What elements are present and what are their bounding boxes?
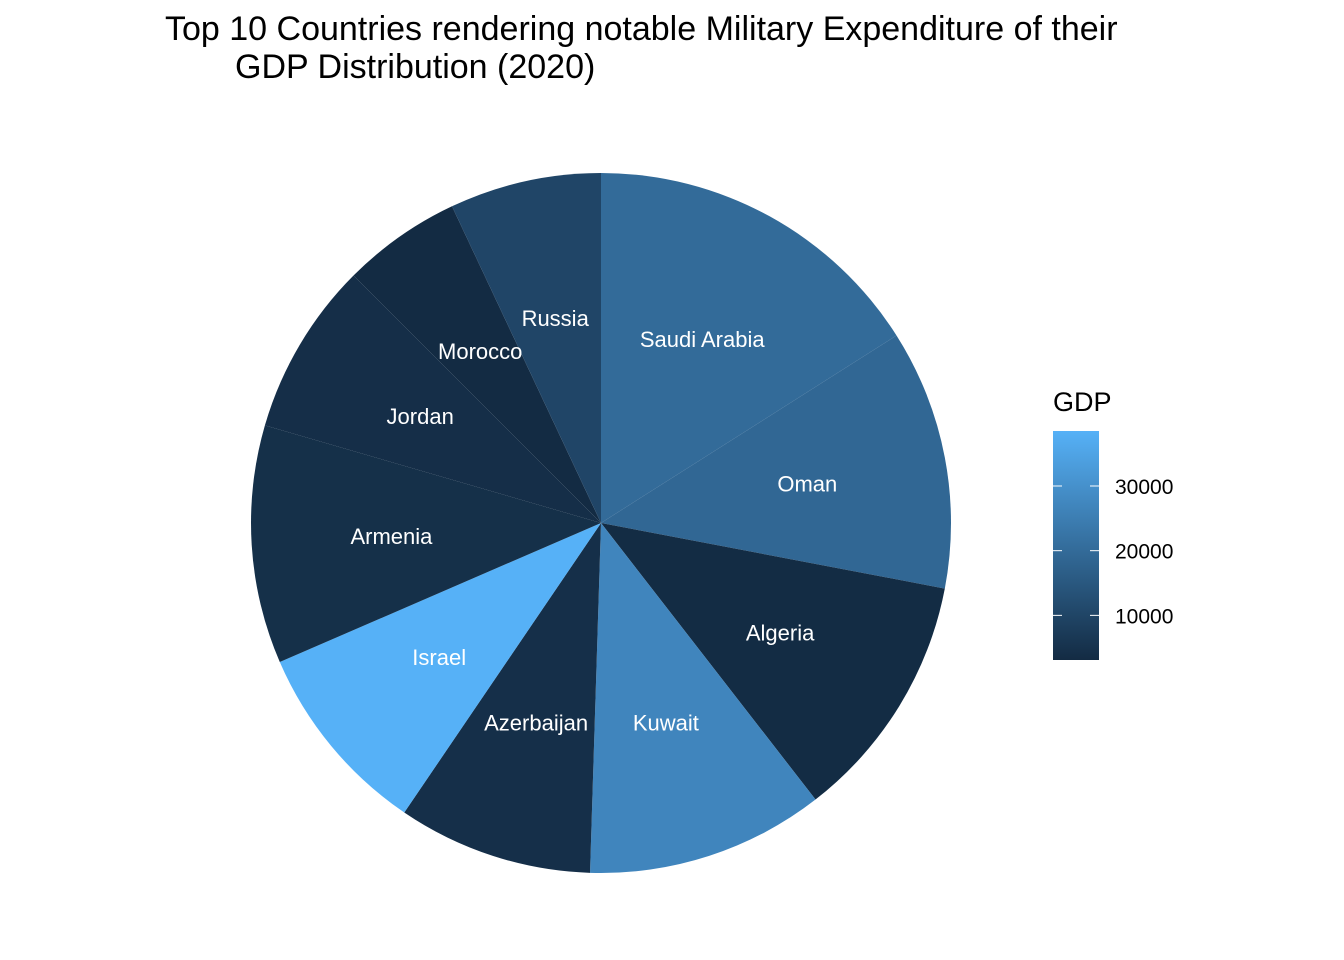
slice-label-azerbaijan: Azerbaijan [484,711,588,736]
pie-slice-morocco [353,206,601,523]
pie-slice-russia [451,173,601,523]
chart-title: Top 10 Countries rendering notable Milit… [165,10,1118,86]
pie-slice-labels: Saudi Arabia Oman Algeria Kuwait Azerbaijan I… [350,306,837,736]
pie-slice-israel [279,523,601,813]
legend-ticks: 10000 20000 30000 [1053,476,1173,628]
legend-tick-label: 30000 [1115,476,1173,499]
slice-label-kuwait: Kuwait [633,711,699,736]
slice-label-morocco: Morocco [438,339,522,364]
slice-label-armenia: Armenia [350,524,433,549]
pie-slice-kuwait [590,523,816,874]
legend-tick-label: 10000 [1115,605,1173,628]
pie-slice-jordan [264,275,601,523]
slice-label-oman: Oman [777,472,837,497]
legend-tick-label: 20000 [1115,541,1173,564]
pie-slice-armenia [251,425,602,662]
slice-label-saudi-arabia: Saudi Arabia [640,327,766,352]
slice-label-jordan: Jordan [387,404,454,429]
chart-title-line-2: GDP Distribution (2020) [235,48,596,86]
legend: GDP 10000 20000 30000 [1053,387,1173,660]
slice-label-algeria: Algeria [746,621,815,646]
slice-label-russia: Russia [522,306,590,331]
slice-label-israel: Israel [412,645,466,670]
pie-slice-oman [601,335,951,589]
pie-slice-saudi-arabia [601,173,897,523]
pie-slice-azerbaijan [404,523,601,873]
chart-title-line-1: Top 10 Countries rendering notable Milit… [165,10,1118,48]
pie-slices [251,173,951,874]
pie-slice-algeria [601,523,945,800]
legend-title: GDP [1053,387,1112,417]
legend-colorbar [1053,431,1099,660]
